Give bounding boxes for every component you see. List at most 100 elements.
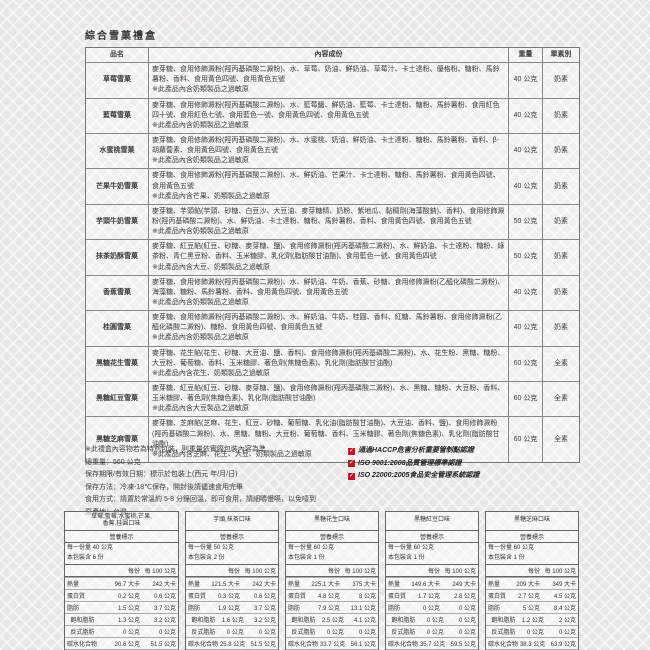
serving-size: 每一份量 60 公克 — [388, 545, 435, 551]
table-row: 草莓雪菓 麥芽糖、食用修飾澱粉(羥丙基磷酸二澱粉)、水、草莓、奶油、鮮奶油、草莓… — [86, 62, 579, 98]
nutrition-panel: 黑糖芝麻口味 營養標示 每一份量 60 公克 本包裝含 1 份 每份 每 100… — [485, 511, 579, 650]
nutrient-row-protein: 蛋白質 0.2 公克 0.6 公克 — [65, 589, 178, 601]
certification-item: ✓ ISO 22000:2005食品安全管理系統認證 — [348, 471, 479, 482]
weight-cell: 40 公克 — [508, 311, 542, 346]
weight-cell: 40 公克 — [508, 275, 542, 311]
note-line: ※此禮盒內容物若為特別包裝，則重量依實際包裝內容為準 — [85, 446, 266, 453]
allergen-note: ※此產品內含花生、奶類製品之過敏原 — [152, 369, 270, 377]
allergen-note: ※此產品內含大豆製品之過敏原 — [152, 405, 249, 413]
nutrition-panel: 黑糖紅豆口味 營養標示 每一份量 60 公克 本包裝含 1 份 每份 每 100… — [385, 511, 479, 650]
serving-size: 每一份量 60 公克 — [288, 545, 335, 551]
vege-type-cell: 全素 — [542, 417, 579, 462]
nutrition-column-headers: 每份 每 100 公克 — [486, 565, 578, 578]
nutrient-row-protein: 蛋白質 2.7 公克 4.5 公克 — [486, 589, 578, 601]
nutrient-row-protein: 蛋白質 4.8 公克 8 公克 — [286, 589, 378, 601]
servings-per-pack: 本包裝含 2 份 — [188, 554, 225, 561]
note-line: 保存方法：冷凍-18℃保存，開封後請儘速食用完畢 — [85, 483, 243, 491]
serving-size: 每一份量 40 公克 — [67, 545, 114, 551]
certification-text: ISO 22000:2005食品安全管理系統認證 — [358, 472, 480, 479]
checkbox-icon: ✓ — [348, 447, 355, 455]
vege-type-cell: 奶素 — [542, 275, 579, 311]
checkbox-icon: ✓ — [348, 460, 355, 468]
servings-per-pack: 本包裝含 1 份 — [288, 554, 325, 561]
nutrition-panel-flavor-title: 芋頭,抹茶口味 — [185, 511, 279, 531]
page-title: 綜合雪菓禮盒 — [85, 31, 157, 42]
nutrient-row-fat: 脂肪 1.5 公克 3.7 公克 — [65, 601, 178, 613]
storage-notes: ※此禮盒內容物若為特別包裝，則重量依實際包裝內容為準 總重量：560 公克 保存… — [85, 444, 316, 520]
certification-text: 通過HACCP危害分析重要管制點認證 — [358, 447, 474, 454]
allergen-note: ※此產品內含奶類製品之過敏原 — [152, 86, 249, 94]
col-header-weight: 重量 — [508, 48, 542, 63]
allergen-note: ※此產品內含大豆、奶類製品之過敏原 — [152, 263, 270, 271]
nutrition-facts-header: 營養標示 — [185, 531, 279, 543]
ingredients-text: 麥芽糖、紅豆餡(紅豆、砂糖、麥芽糖、鹽)、食用修飾澱粉(羥丙基磷酸二澱粉)、水、… — [152, 384, 505, 403]
serving-info: 每一份量 60 公克 本包裝含 1 份 — [486, 543, 578, 566]
ingredients-text: 麥芽糖、紅豆餡(紅豆、砂糖、麥芽糖、鹽)、食用修飾澱粉(羥丙基磷酸二澱粉)、水、… — [152, 243, 505, 261]
weight-cell: 60 公克 — [508, 417, 542, 462]
certification-item: ✓ ISO 9001:2008品質管理標準認證 — [348, 459, 479, 470]
ingredients-cell: 麥芽糖、芋頭餡(芋頭、砂糖、白豆沙、大豆油、麥芽糖精、奶粉、紫地瓜、黏稠劑(海藻… — [148, 204, 508, 240]
product-name-cell: 抹茶奶酥雪菓 — [96, 253, 138, 261]
ingredients-cell: 麥芽糖、芝麻餡(芝麻、花生、紅豆、砂糖、葡萄糖、乳化油(脂肪酸甘油酯)、大豆油、… — [148, 417, 508, 462]
nutrition-panels: 草莓,藍莓,水蜜桃,芒果, 香蕉,桂圓口味 營養標示 每一份量 40 公克 本包… — [64, 511, 579, 650]
ingredients-text: 麥芽糖、食用修飾澱粉(羥丙基磷酸二澱粉)、水、水蜜桃、奶油、鮮奶油、卡士達粉、糖… — [152, 136, 500, 155]
table-row: 黑糖紅豆雪菓 麥芽糖、紅豆餡(紅豆、砂糖、麥芽糖、鹽)、食用修飾澱粉(羥丙基磷酸… — [86, 380, 579, 417]
product-name-cell: 草莓雪菓 — [103, 76, 131, 84]
ingredients-cell: 麥芽糖、食用修飾澱粉(羥丙基磷酸二澱粉)、水、鮮奶油、芒果汁、卡士達粉、糖粉、馬… — [148, 169, 508, 204]
nutrient-row-saturated-fat: 飽和脂肪 1.3 公克 3.2 公克 — [65, 613, 178, 625]
table-row: 黑糖芝麻雪菓 麥芽糖、芝麻餡(芝麻、花生、紅豆、砂糖、葡萄糖、乳化油(脂肪酸甘油… — [86, 416, 579, 462]
product-name-cell: 香蕉雪菓 — [103, 288, 131, 296]
table-row: 黑糖花生雪菓 麥芽糖、花生餡(花生、砂糖、大豆油、鹽、香料)、食用修飾澱粉(羥丙… — [86, 345, 579, 381]
nutrient-row-carbohydrate: 碳水化合物 38.3 公克 63.9 公克 — [486, 637, 578, 649]
nutrient-row-calories: 熱量 96.7 大卡 242 大卡 — [65, 577, 178, 589]
ingredients-cell: 麥芽糖、紅豆餡(紅豆、砂糖、麥芽糖、鹽)、食用修飾澱粉(羥丙基磷酸二澱粉)、水、… — [148, 240, 508, 275]
ingredients-table: 品名 內容成份 重量 單素別 草莓雪菓 麥芽糖、食用修飾澱粉(羥丙基磷酸二澱粉)… — [85, 47, 580, 463]
serving-info: 每一份量 60 公克 本包裝含 1 份 — [386, 543, 478, 566]
allergen-note: ※此產品內含芝麻、花生、大豆、奶類製品之過敏原 — [152, 450, 312, 458]
nutrition-facts-header: 營養標示 — [385, 531, 479, 543]
nutrient-row-saturated-fat: 飽和脂肪 1.2 公克 2 公克 — [486, 613, 578, 625]
nutrition-panel: 草莓,藍莓,水蜜桃,芒果, 香蕉,桂圓口味 營養標示 每一份量 40 公克 本包… — [64, 511, 179, 650]
servings-per-pack: 本包裝含 6 份 — [67, 554, 104, 561]
nutrient-row-saturated-fat: 飽和脂肪 2.5 公克 4.1 公克 — [286, 613, 378, 625]
weight-cell: 40 公克 — [508, 133, 542, 169]
col-per-100g: 每 100 公克 — [444, 569, 476, 576]
ingredients-text: 麥芽糖、食用修飾澱粉(羥丙基磷酸二澱粉)、水、草莓、奶油、鮮奶油、草莓汁、卡士達… — [152, 66, 500, 84]
table-row: 藍莓雪菓 麥芽糖、食用修飾澱粉(羥丙基磷酸二澱粉)、水、藍莓醬、鮮奶油、藍莓、卡… — [86, 97, 579, 133]
nutrition-facts-body: 每一份量 60 公克 本包裝含 1 份 每份 每 100 公克 熱量 225.1… — [285, 543, 379, 650]
vege-type-cell: 奶素 — [542, 169, 579, 204]
serving-size: 每一份量 60 公克 — [488, 545, 535, 551]
serving-info: 每一份量 60 公克 本包裝含 1 份 — [286, 543, 378, 566]
table-row: 香蕉雪菓 麥芽糖、食用修飾澱粉(羥丙基磷酸二澱粉)、水、鮮奶油、牛奶、香蕉、砂糖… — [86, 274, 579, 311]
nutrient-row-fat: 脂肪 5 公克 8.4 公克 — [486, 601, 578, 613]
nutrition-panel-flavor-title: 黑糖芝麻口味 — [485, 511, 579, 531]
nutrition-facts-header: 營養標示 — [485, 531, 579, 543]
nutrition-panel-flavor-title: 黑糖紅豆口味 — [385, 511, 479, 531]
vege-type-cell: 奶素 — [542, 98, 579, 133]
product-name-cell: 黑糖紅豆雪菓 — [96, 395, 138, 403]
weight-cell: 40 公克 — [508, 63, 542, 98]
col-per-serving: 每份 — [427, 569, 440, 576]
nutrition-column-headers: 每份 每 100 公克 — [186, 565, 278, 578]
nutrient-row-saturated-fat: 飽和脂肪 0 公克 0 公克 — [386, 613, 478, 625]
vege-type-cell: 奶素 — [542, 133, 579, 169]
nutrient-row-trans-fat: 反式脂肪 0 公克 0 公克 — [65, 625, 178, 637]
nutrition-column-headers: 每份 每 100 公克 — [286, 565, 378, 578]
nutrient-row-fat: 脂肪 1.9 公克 3.7 公克 — [186, 601, 278, 613]
weight-cell: 60 公克 — [508, 381, 542, 417]
ingredients-cell: 麥芽糖、食用修飾澱粉(羥丙基磷酸二澱粉)、水、藍莓醬、鮮奶油、藍莓、卡士達粉、糖… — [148, 98, 508, 133]
nutrient-row-calories: 熱量 209 大卡 349 大卡 — [486, 577, 578, 589]
note-line: 保存期限/有效日期：標示於包裝上(西元 年/月/日) — [85, 471, 238, 479]
ingredients-cell: 麥芽糖、食用修飾澱粉(羥丙基磷酸二澱粉)、水、草莓、奶油、鮮奶油、草莓汁、卡士達… — [148, 63, 508, 98]
col-per-100g: 每 100 公克 — [244, 569, 276, 576]
weight-cell: 50 公克 — [508, 204, 542, 240]
col-per-serving: 每份 — [127, 569, 140, 576]
product-name-cell: 黑糖芝麻雪菓 — [96, 435, 138, 443]
weight-cell: 50 公克 — [508, 240, 542, 275]
nutrient-row-carbohydrate: 碳水化合物 25.8 公克 51.5 公克 — [186, 637, 278, 649]
nutrition-facts-body: 每一份量 60 公克 本包裝含 1 份 每份 每 100 公克 熱量 209 大… — [485, 543, 579, 650]
vege-type-cell: 奶素 — [542, 63, 579, 98]
ingredients-table-header: 品名 內容成份 重量 單素別 — [86, 48, 579, 63]
nutrition-column-headers: 每份 每 100 公克 — [386, 565, 478, 578]
nutrient-row-trans-fat: 反式脂肪 0 公克 0 公克 — [486, 625, 578, 637]
